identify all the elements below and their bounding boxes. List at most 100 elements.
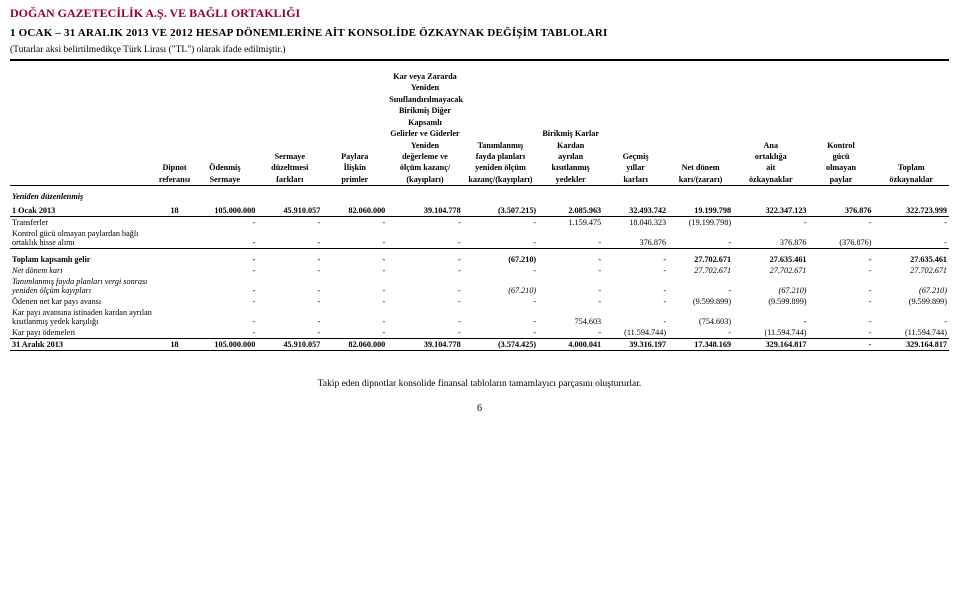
cell: - [538,276,603,296]
cell: - [192,276,257,296]
cell: - [257,296,322,307]
footer-note: Takip eden dipnotlar konsolide finansal … [10,379,949,389]
row-label: Net dönem karı [10,265,157,276]
cell: - [387,327,462,339]
cell: 105.000.000 [192,205,257,217]
equity-table: Kar veya Zararda Yeniden Sınıflandırılma… [10,71,949,351]
cell: - [809,254,874,265]
table-row: Kar payı ödemeleri------(11.594.744)-(11… [10,327,949,339]
cell: 376.876 [809,205,874,217]
cell: - [322,307,387,327]
cell: (67.210) [873,276,949,296]
cell: (11.594.744) [873,327,949,339]
cell: - [809,276,874,296]
cell: - [463,265,538,276]
cell: 27.635.461 [873,254,949,265]
cell: - [322,327,387,339]
cell: - [257,327,322,339]
row-label: Kontrol gücü olmayan paylardan bağlı ort… [10,228,157,249]
cell: - [192,265,257,276]
cell: - [192,327,257,339]
cell: - [603,276,668,296]
cell: 1.159.475 [538,217,603,229]
cell: 82.060.000 [322,205,387,217]
cell: - [463,296,538,307]
cell: 376.876 [733,228,808,249]
cell: - [387,254,462,265]
cell: 376.876 [603,228,668,249]
cell: - [538,296,603,307]
cell: (9.599.899) [668,296,733,307]
cell: - [463,327,538,339]
cell: - [192,296,257,307]
cell: - [538,228,603,249]
cell: - [603,307,668,327]
cell: - [809,265,874,276]
row-ref [157,265,193,276]
cell: 39.104.778 [387,205,462,217]
cell: - [387,217,462,229]
cell: - [463,307,538,327]
cell: 27.702.671 [668,254,733,265]
cell: - [809,327,874,339]
cell: (67.210) [463,276,538,296]
report-title: 1 OCAK – 31 ARALIK 2013 VE 2012 HESAP DÖ… [10,27,949,39]
cell: 322.347.123 [733,205,808,217]
cell: 329.164.817 [733,339,808,351]
cell: - [668,228,733,249]
cell: - [192,307,257,327]
cell: - [603,296,668,307]
cell: 2.085.963 [538,205,603,217]
table-head: Kar veya Zararda Yeniden Sınıflandırılma… [10,71,949,186]
cell: - [733,217,808,229]
table-row: Ödenen net kar payı avansı-------(9.599.… [10,296,949,307]
cell: (19.199.798) [668,217,733,229]
cell: 27.702.671 [873,265,949,276]
cell: - [809,339,874,351]
cell: 17.348.169 [668,339,733,351]
row-label: Ödenen net kar payı avansı [10,296,157,307]
cell: 105.000.000 [192,339,257,351]
table-row: Kontrol gücü olmayan paylardan bağlı ort… [10,228,949,249]
cell: - [257,254,322,265]
cell: 322.723.999 [873,205,949,217]
row-ref: 18 [157,339,193,351]
cell: 19.199.798 [668,205,733,217]
cell: (754.603) [668,307,733,327]
cell: - [668,276,733,296]
cell: - [733,307,808,327]
cell: (11.594.744) [603,327,668,339]
cell: 27.702.671 [733,265,808,276]
cell: (3.574.425) [463,339,538,351]
section-label: Yeniden düzenlenmiş [10,186,949,206]
header-rule [10,59,949,61]
cell: (67.210) [463,254,538,265]
cell: 27.635.461 [733,254,808,265]
cell: 329.164.817 [873,339,949,351]
row-label: 1 Ocak 2013 [10,205,157,217]
table-row: Transferler-----1.159.47518.040.323(19.1… [10,217,949,229]
row-ref [157,217,193,229]
cell: 754.603 [538,307,603,327]
table-row: 1 Ocak 201318105.000.00045.910.05782.060… [10,205,949,217]
row-label: Toplam kapsamlı gelir [10,254,157,265]
cell: - [322,254,387,265]
cell: (9.599.899) [733,296,808,307]
cell: - [538,254,603,265]
cell: - [538,327,603,339]
cell: (3.507.215) [463,205,538,217]
cell: - [322,276,387,296]
cell: - [809,307,874,327]
row-label: Kar payı ödemeleri [10,327,157,339]
row-ref [157,276,193,296]
cell: 45.910.057 [257,339,322,351]
table-row: Tanımlanmış fayda planları vergi sonrası… [10,276,949,296]
cell: 27.702.671 [668,265,733,276]
cell: 39.316.197 [603,339,668,351]
cell: (11.594.744) [733,327,808,339]
cell: 45.910.057 [257,205,322,217]
cell: (376.876) [809,228,874,249]
cell: - [387,265,462,276]
cell: 32.493.742 [603,205,668,217]
currency-note: (Tutarlar aksi belirtilmedikçe Türk Lira… [10,45,949,55]
